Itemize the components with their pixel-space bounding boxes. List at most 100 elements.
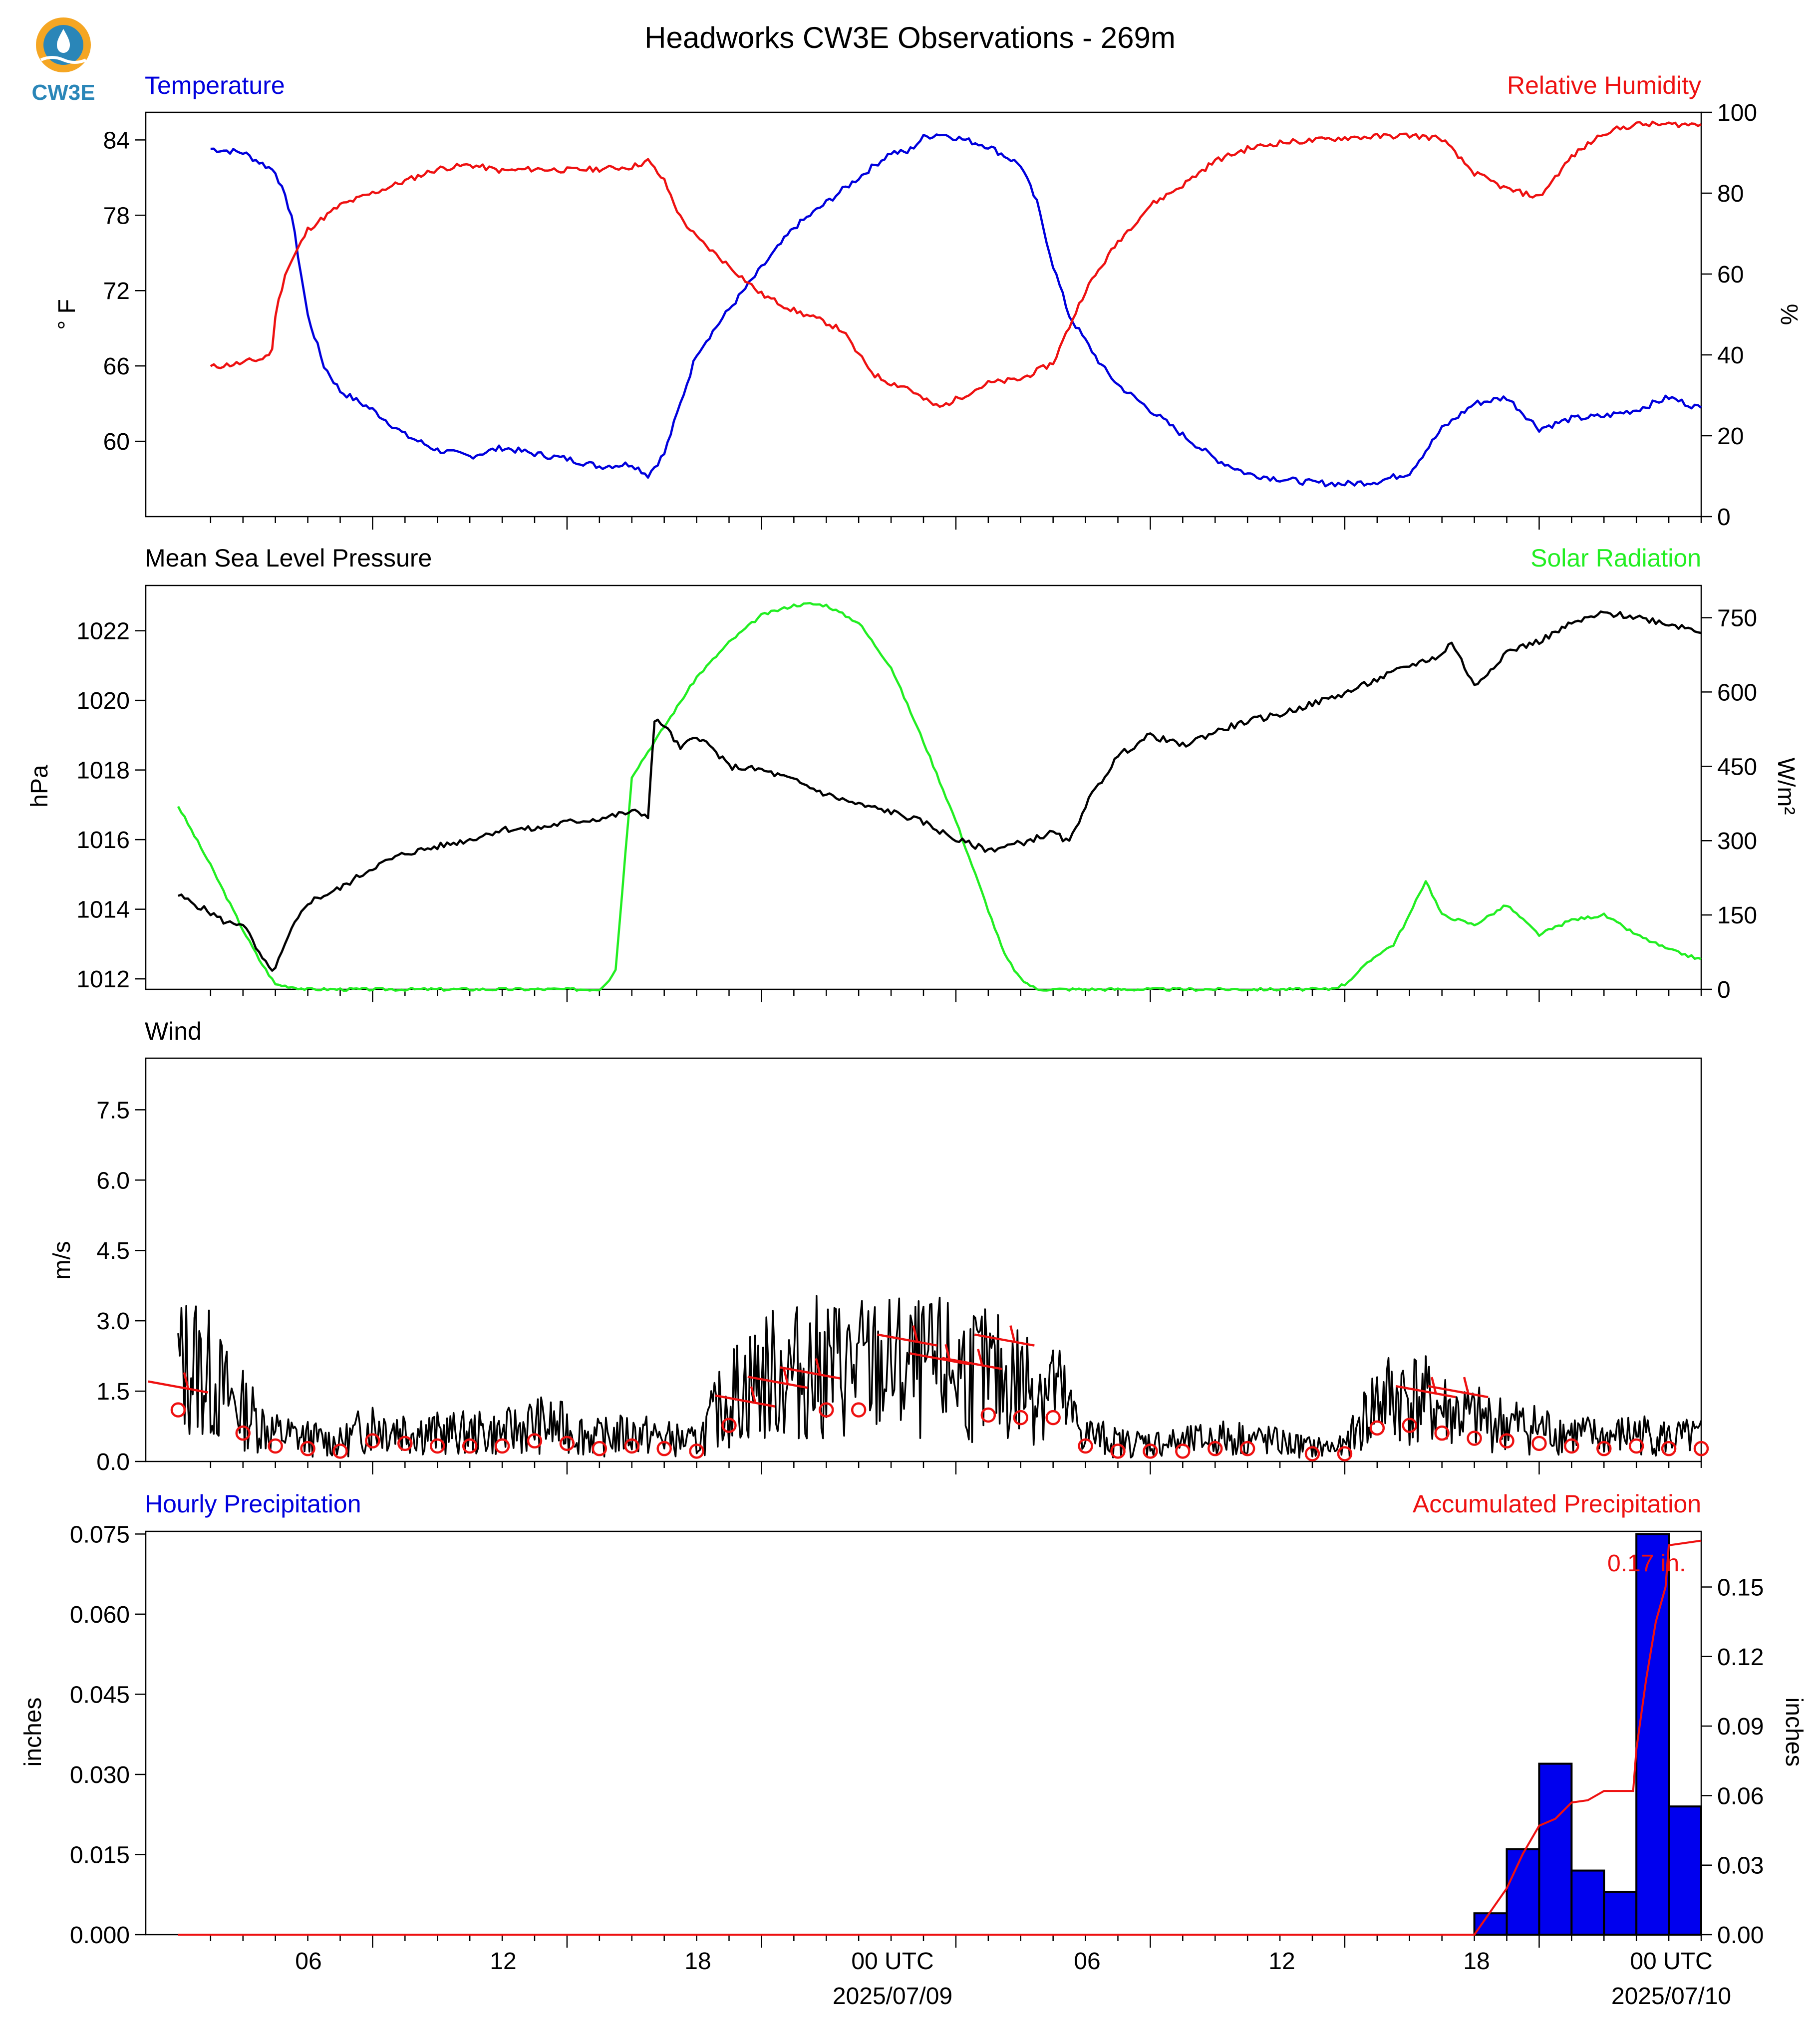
ytick-label: 80	[1717, 181, 1744, 207]
ytick-label: 66	[103, 353, 130, 380]
wind-barb-calm	[527, 1433, 543, 1449]
ytick-label: 0.06	[1717, 1783, 1764, 1809]
ytick-label: 1.5	[96, 1379, 130, 1405]
xtick-label: 06	[1074, 1948, 1100, 1975]
panel-pressure-solar: Mean Sea Level Pressure Solar Radiation …	[26, 544, 1799, 1003]
ytick-label: 0.00	[1717, 1922, 1764, 1949]
wind-speed-series	[177, 1295, 1702, 1459]
panel4-title-right: Accumulated Precipitation	[1413, 1490, 1701, 1518]
panel4-frame	[145, 1530, 1702, 1936]
ytick-label: 0.12	[1717, 1644, 1764, 1671]
ytick-label: 1018	[76, 758, 130, 784]
panel3-ylabel-left: m/s	[49, 1241, 75, 1279]
wind-barb-calm	[300, 1441, 315, 1456]
logo-wave-icon	[40, 56, 87, 64]
wind-barb-calm	[1175, 1444, 1191, 1459]
wind-barb-calm	[559, 1436, 575, 1451]
solar-radiation-series	[177, 602, 1702, 992]
cw3e-logo: CW3E	[31, 17, 95, 105]
wind-barb-calm	[1304, 1446, 1320, 1461]
ytick-label: 0.015	[70, 1842, 130, 1868]
xtick-label: 06	[295, 1948, 321, 1975]
panel1-ylabel-left: ° F	[54, 299, 80, 330]
wind-barb-flag	[782, 1367, 789, 1384]
wind-barb	[910, 1352, 970, 1366]
wind-barb-flag	[944, 1344, 951, 1361]
hourly-precip-bar	[1473, 1912, 1508, 1936]
panel-precipitation: Hourly Precipitation Accumulated Precipi…	[20, 1490, 1807, 1949]
wind-barb-calm	[430, 1438, 445, 1454]
ytick-label: 150	[1717, 902, 1757, 929]
ytick-label: 3.0	[96, 1308, 130, 1335]
ytick-label: 0.03	[1717, 1853, 1764, 1879]
hourly-precip-bar	[1668, 1805, 1702, 1936]
wind-barb-calm	[1564, 1438, 1579, 1454]
ytick-label: 60	[1717, 262, 1744, 288]
ytick-label: 750	[1717, 605, 1757, 632]
wind-barb-calm	[1239, 1441, 1255, 1456]
ytick-label: 0.075	[70, 1521, 130, 1548]
panel2-ylabel-left: hPa	[26, 765, 53, 808]
wind-barb-calm	[462, 1438, 478, 1454]
panel4-title-left: Hourly Precipitation	[145, 1490, 361, 1518]
wind-barb-calm	[1337, 1446, 1353, 1461]
wind-barb-calm	[851, 1402, 867, 1418]
wind-barb	[974, 1333, 1035, 1347]
wind-barb	[1395, 1385, 1456, 1399]
wind-barb	[715, 1394, 776, 1408]
ytick-label: 1022	[76, 618, 130, 645]
panel1-title-left: Temperature	[145, 71, 285, 99]
panel1-title-right: Relative Humidity	[1507, 71, 1701, 99]
wind-barb-calm	[592, 1441, 607, 1456]
panel2-frame	[145, 584, 1702, 990]
panel2-title-left: Mean Sea Level Pressure	[145, 544, 432, 572]
wind-barb-calm	[1628, 1438, 1644, 1454]
ytick-label: 6.0	[96, 1167, 130, 1194]
wind-barb-calm	[397, 1436, 413, 1451]
wind-barb	[148, 1380, 209, 1394]
figure-title: Headworks CW3E Observations - 269m	[644, 21, 1176, 54]
wind-barb-flag	[815, 1358, 821, 1375]
wind-barb-calm	[689, 1444, 704, 1459]
xtick-label: 18	[684, 1948, 711, 1975]
ytick-label: 60	[103, 429, 130, 455]
wind-barb	[877, 1333, 937, 1347]
wind-barb-calm	[1402, 1418, 1417, 1433]
logo-text: CW3E	[31, 80, 95, 105]
logo-drop-icon	[57, 29, 70, 53]
wind-barb-flag	[750, 1386, 757, 1403]
ytick-label: 0	[1717, 504, 1731, 531]
ytick-label: 40	[1717, 342, 1744, 369]
hourly-precip-bar	[1635, 1533, 1670, 1936]
xtick-label: 12	[1268, 1948, 1295, 1975]
time-axis: 06 12 18 00 UTC 06 12 18 00 UTC 2025/07/…	[295, 1948, 1731, 2010]
wind-barb-calm	[1143, 1444, 1158, 1459]
humidity-series	[210, 120, 1702, 408]
wind-barb-calm	[494, 1438, 510, 1454]
wind-barb-calm	[1369, 1420, 1385, 1436]
wind-barb-calm	[235, 1425, 251, 1441]
ytick-label: 7.5	[96, 1097, 130, 1124]
wind-barb-flag	[1431, 1377, 1437, 1394]
ytick-label: 0.09	[1717, 1714, 1764, 1740]
ytick-label: 0.15	[1717, 1574, 1764, 1601]
ytick-label: 0.060	[70, 1602, 130, 1628]
wind-barb-calm	[1045, 1410, 1061, 1426]
xtick-label: 00 UTC	[1630, 1948, 1712, 1975]
wind-barb	[747, 1376, 808, 1389]
wind-barb-calm	[1467, 1431, 1482, 1446]
wind-barb-calm	[1110, 1444, 1126, 1459]
wind-barb-calm	[721, 1418, 737, 1433]
accumulated-total-label: 0.17 in.	[1607, 1550, 1686, 1577]
ytick-label: 84	[103, 127, 130, 154]
wind-barb-calm	[365, 1433, 380, 1449]
wind-barb-calm	[1531, 1436, 1547, 1451]
ytick-label: 1012	[76, 966, 130, 993]
ytick-label: 0.000	[70, 1922, 130, 1949]
ytick-label: 0.0	[96, 1449, 130, 1475]
panel3-title-left: Wind	[145, 1017, 202, 1045]
wind-barb-flag	[977, 1349, 983, 1366]
panel2-title-right: Solar Radiation	[1530, 544, 1701, 572]
xtick-label: 18	[1463, 1948, 1490, 1975]
